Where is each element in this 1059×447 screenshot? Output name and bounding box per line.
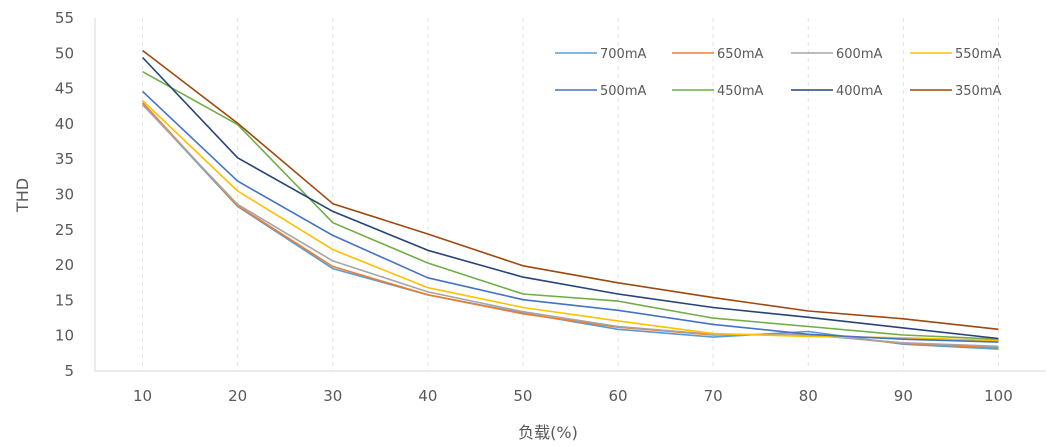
x-tick-label: 10 [133,387,152,405]
y-axis-title: THD [13,178,32,213]
x-tick-label: 40 [418,387,437,405]
x-tick-label: 80 [799,387,818,405]
x-tick-label: 100 [984,387,1013,405]
axes: 5 10 15 20 25 30 35 40 45 50 55 10 20 30 40 50 60 70 80 90 1… [55,9,1046,405]
series-line-600mA [142,104,999,348]
gridlines [142,18,999,371]
y-tick-label: 50 [55,44,74,62]
x-tick-label: 60 [609,387,628,405]
legend-label: 650mA [717,47,763,62]
x-tick-label: 30 [323,387,342,405]
y-tick-label: 55 [55,9,74,27]
legend-label: 400mA [836,84,882,99]
y-tick-label: 5 [64,362,74,380]
y-tick-label: 10 [55,327,74,345]
legend-label: 600mA [836,47,882,62]
series-line-650mA [142,102,999,349]
x-tick-label: 90 [894,387,913,405]
series-line-450mA [142,71,999,340]
legend: 700mA 650mA 600mA 550mA 500mA 450mA 400mA 350mA [555,47,1001,99]
y-tick-label: 40 [55,115,74,133]
legend-label: 450mA [717,84,763,99]
y-tick-label: 20 [55,256,74,274]
legend-label: 500mA [600,84,646,99]
x-tick-label: 20 [228,387,247,405]
series-line-400mA [142,56,999,340]
series-lines [142,49,999,350]
legend-label: 550mA [955,47,1001,62]
y-tick-label: 45 [55,80,74,98]
series-line-350mA [142,49,999,331]
y-tick-label: 35 [55,150,74,168]
x-tick-label: 70 [704,387,723,405]
y-tick-label: 15 [55,291,74,309]
legend-label: 700mA [600,47,646,62]
legend-label: 350mA [955,84,1001,99]
x-axis-title: 负载(%) [518,423,578,442]
y-tick-label: 25 [55,221,74,239]
series-line-500mA [142,90,999,343]
x-tick-label: 50 [513,387,532,405]
y-tick-label: 30 [55,186,74,204]
